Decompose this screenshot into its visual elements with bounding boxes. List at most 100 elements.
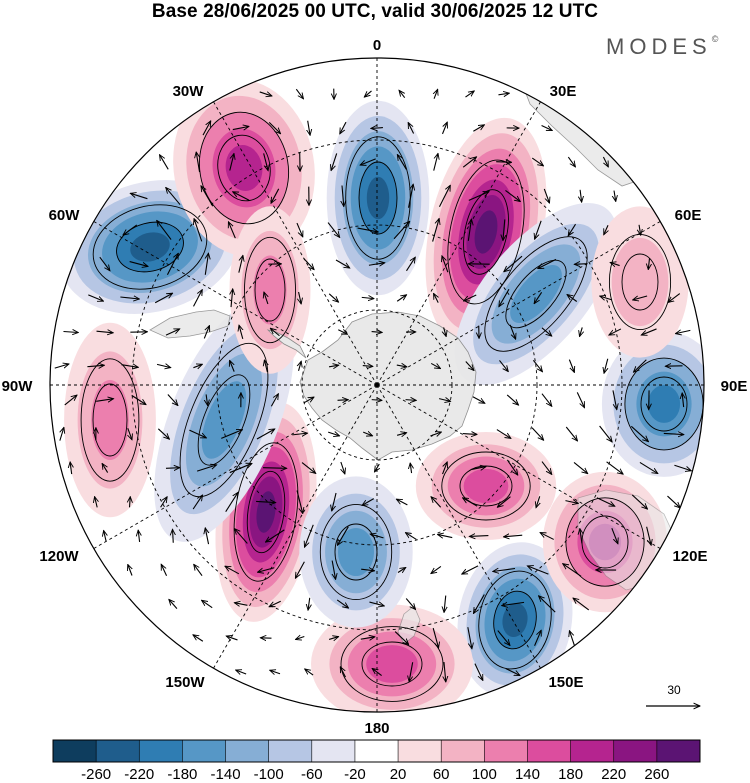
- wind-vector: [441, 122, 447, 135]
- contour-line: [92, 383, 128, 457]
- colorbar-swatch: [96, 740, 140, 762]
- wind-vector: [540, 533, 554, 540]
- wind-vector: [160, 155, 169, 170]
- wind-vector: [496, 162, 511, 163]
- wind-vector: [234, 529, 248, 544]
- wind-vector: [667, 495, 680, 508]
- wind-vector: [474, 663, 484, 681]
- contour-group-85W: [80, 358, 140, 482]
- wind-vector: [370, 534, 384, 538]
- wind-vector: [580, 189, 582, 202]
- wind-vector: [104, 530, 107, 542]
- wind-vector: [600, 296, 613, 300]
- wind-vector: [196, 152, 199, 173]
- colorbar-frame: [52, 739, 701, 763]
- wind-vector: [371, 128, 383, 129]
- wind-vector: [574, 264, 588, 265]
- wind-vector: [332, 560, 335, 580]
- wind-vector: [504, 535, 523, 537]
- lon-label-30w: 30W: [173, 83, 205, 100]
- contour-line: [197, 374, 251, 466]
- wind-vector: [368, 263, 385, 266]
- wind-vector: [599, 425, 613, 442]
- wind-vector: [259, 92, 272, 96]
- wind-vector: [60, 427, 64, 441]
- wind-vector: [263, 153, 268, 170]
- wind-vector: [438, 534, 453, 537]
- wind-vector: [308, 597, 310, 610]
- wind-vector: [120, 297, 139, 299]
- wind-vector: [193, 290, 203, 307]
- anomaly-negative-165W: [299, 476, 413, 628]
- wind-vector: [396, 365, 407, 367]
- wind-vector: [225, 492, 238, 512]
- lon-label-180: 180: [364, 720, 389, 737]
- wind-vector: [269, 600, 281, 608]
- contour-line: [179, 342, 269, 498]
- wind-vector: [99, 256, 110, 271]
- wind-vector: [201, 186, 214, 207]
- wind-vector: [54, 364, 69, 369]
- wind-vector: [432, 627, 438, 648]
- wind-vector: [406, 257, 415, 272]
- wind-vector: [541, 461, 552, 475]
- wind-vector: [221, 430, 242, 439]
- wind-vector: [504, 255, 523, 272]
- wind-vector: [469, 536, 489, 537]
- wind-vector: [332, 492, 337, 511]
- wind-vector: [507, 460, 518, 475]
- contour-group-45E: [484, 236, 588, 352]
- colorbar-swatch: [656, 740, 701, 762]
- wind-vector: [611, 528, 618, 544]
- anomaly-band: [337, 527, 375, 577]
- wind-vector: [663, 433, 684, 434]
- lon-label-120e: 120E: [672, 548, 707, 565]
- wind-vector: [573, 598, 590, 611]
- reference-vector-label: 30: [667, 683, 681, 697]
- wind-vector: [299, 361, 302, 371]
- wind-vector: [166, 187, 181, 205]
- wind-vector: [442, 462, 448, 475]
- wind-vector: [405, 533, 417, 540]
- wind-vector: [573, 461, 588, 473]
- wind-vector: [123, 224, 138, 235]
- wind-vector: [434, 293, 439, 303]
- contour-group-40W: [244, 236, 296, 344]
- contour-line: [80, 358, 140, 482]
- wind-vector: [502, 602, 525, 605]
- wind-vector: [396, 433, 407, 436]
- lon-label-90e: 90E: [721, 378, 748, 395]
- contour-line: [334, 523, 378, 581]
- wind-vector: [612, 390, 617, 409]
- wind-vector: [431, 497, 442, 508]
- wind-vector: [202, 121, 211, 136]
- wind-vector: [473, 594, 485, 614]
- contour-line: [621, 253, 659, 311]
- wind-vector: [408, 123, 415, 134]
- wind-vector: [371, 400, 382, 401]
- contour-line: [493, 590, 537, 650]
- wind-vector: [131, 394, 146, 404]
- wind-vector: [165, 328, 180, 336]
- wind-vector: [465, 91, 474, 98]
- contour-line: [447, 159, 525, 305]
- contour-line: [233, 442, 299, 582]
- wind-vector: [473, 125, 484, 132]
- wind-vector: [360, 637, 375, 639]
- wind-vector: [374, 463, 379, 472]
- wind-vector: [63, 331, 78, 332]
- wind-vector: [296, 490, 303, 514]
- wind-vector: [493, 568, 516, 571]
- meridian-line-300: [90, 219, 378, 386]
- colorbar: -260 -220 -180 -140 -100 -60 -20 20 60 100 140 180 2…: [52, 739, 701, 783]
- wind-vector: [231, 289, 233, 308]
- wind-vector: [88, 294, 103, 301]
- wind-vector: [303, 257, 314, 269]
- wind-vector: [160, 497, 168, 508]
- colorbar-tick-label: 60: [433, 766, 450, 783]
- brand-logo: MODES©: [606, 34, 718, 60]
- anomaly-band: [91, 379, 129, 461]
- wind-vector: [536, 496, 540, 507]
- wind-vector: [532, 359, 542, 371]
- wind-vector: [596, 497, 615, 507]
